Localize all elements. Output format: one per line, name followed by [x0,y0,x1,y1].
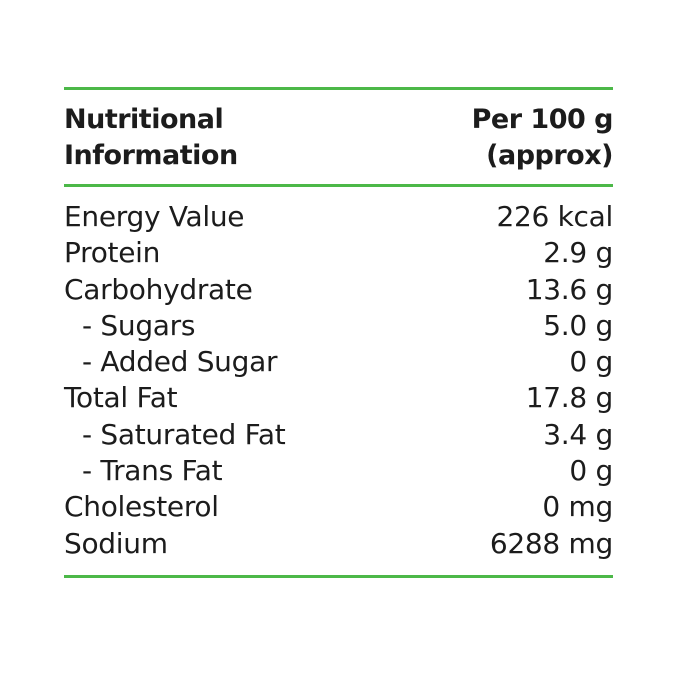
table-row: Sodium 6288 mg [64,526,613,562]
nutrient-label: - Trans Fat [82,454,223,488]
nutrient-value: 3.4 g [543,417,613,451]
nutrient-value: 0 g [569,345,613,379]
nutrient-label: Protein [64,236,161,270]
table-row: - Saturated Fat 3.4 g [64,417,613,453]
table-header: Nutritional Information Per 100 g (appro… [64,102,614,174]
header-unit-line: (approx) [486,140,613,171]
nutrition-rows: Energy Value 226 kcal Protein 2.9 g Carbohyd… [64,199,613,562]
table-row: - Sugars 5.0 g [64,308,613,344]
table-row: Energy Value 226 kcal [64,199,613,235]
nutrient-value: 0 g [569,454,613,488]
nutrient-value: 2.9 g [543,236,613,270]
nutrient-label: Total Fat [64,381,178,415]
header-title: Nutritional Information [64,102,238,174]
nutrient-label: Energy Value [64,200,245,233]
nutrient-value: 5.0 g [543,308,613,342]
nutrient-label: Cholesterol [64,490,219,524]
nutrient-label: Carbohydrate [64,272,253,306]
nutrient-label: Sodium [64,526,168,560]
bottom-divider [64,575,613,578]
header-title-line: Nutritional [64,104,224,135]
table-row: Carbohydrate 13.6 g [64,272,613,308]
header-title-line: Information [64,140,238,171]
nutrient-label: - Sugars [82,308,196,342]
header-per-100g: Per 100 g (approx) [471,102,614,174]
table-row: Protein 2.9 g [64,235,613,271]
nutrient-value: 13.6 g [525,272,614,306]
nutrient-value: 17.8 g [525,381,614,415]
table-row: - Added Sugar 0 g [64,344,613,380]
table-row: - Trans Fat 0 g [64,453,613,489]
top-divider [64,87,613,90]
header-divider [64,184,613,187]
nutrient-value: 226 kcal [496,200,614,233]
nutrient-value: 0 mg [542,490,613,524]
table-row: Cholesterol 0 mg [64,489,613,525]
table-row: Total Fat 17.8 g [64,380,613,416]
nutrient-label: - Saturated Fat [82,417,286,451]
nutrient-label: - Added Sugar [82,345,278,379]
header-unit-line: Per 100 g [471,104,614,135]
nutrient-value: 6288 mg [489,526,613,560]
